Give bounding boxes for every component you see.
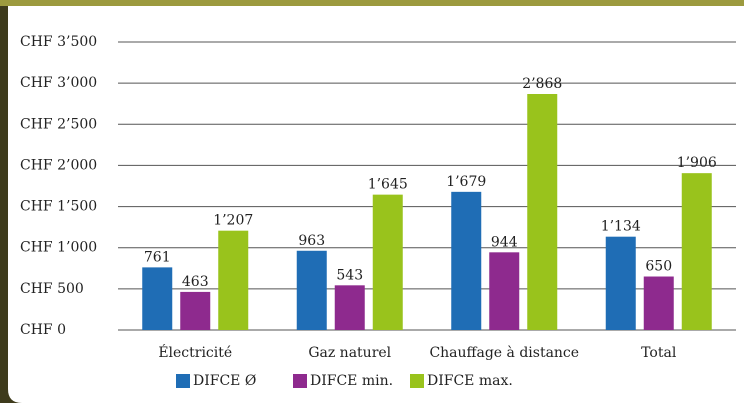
y-tick-label: CHF 0	[20, 322, 66, 338]
bar	[218, 230, 249, 330]
bar	[372, 194, 403, 330]
value-label: 1’679	[446, 174, 486, 190]
value-label: 543	[336, 267, 363, 283]
bar	[605, 236, 636, 330]
y-tick-label: CHF 1’000	[20, 240, 97, 256]
bar	[296, 250, 327, 330]
y-tick-label: CHF 3’000	[20, 75, 97, 91]
y-tick-label: CHF 3’500	[20, 34, 97, 50]
x-tick-label: Gaz naturel	[308, 345, 391, 361]
y-tick-label: CHF 500	[20, 281, 84, 297]
bar	[180, 291, 211, 330]
value-label: 1’906	[677, 155, 717, 171]
x-tick-label: Chauffage à distance	[429, 344, 579, 361]
top-band	[0, 0, 744, 6]
legend-swatch	[293, 374, 307, 388]
y-tick-label: CHF 2’000	[20, 157, 97, 173]
bar	[451, 191, 482, 330]
value-label: 650	[645, 259, 672, 275]
value-label: 1’645	[368, 177, 408, 193]
legend-label: DIFCE max.	[427, 373, 513, 389]
value-label: 1’207	[213, 213, 253, 229]
legend-label: DIFCE Ø	[193, 373, 256, 389]
bar	[142, 267, 173, 330]
legend-label: DIFCE min.	[310, 373, 393, 389]
y-tick-label: CHF 1’500	[20, 199, 97, 215]
y-tick-label: CHF 2’500	[20, 116, 97, 132]
value-label: 2’868	[522, 76, 562, 92]
bar	[681, 173, 712, 330]
value-label: 1’134	[601, 219, 641, 235]
bar	[489, 252, 520, 330]
value-label: 963	[298, 233, 325, 249]
value-label: 761	[144, 249, 171, 265]
x-tick-label: Électricité	[158, 343, 232, 361]
legend-swatch	[410, 374, 424, 388]
x-tick-label: Total	[641, 345, 677, 361]
legend-swatch	[176, 374, 190, 388]
bar	[527, 94, 558, 330]
value-label: 944	[491, 234, 518, 250]
bar	[334, 285, 365, 330]
bar	[643, 276, 674, 330]
value-label: 463	[182, 274, 209, 290]
